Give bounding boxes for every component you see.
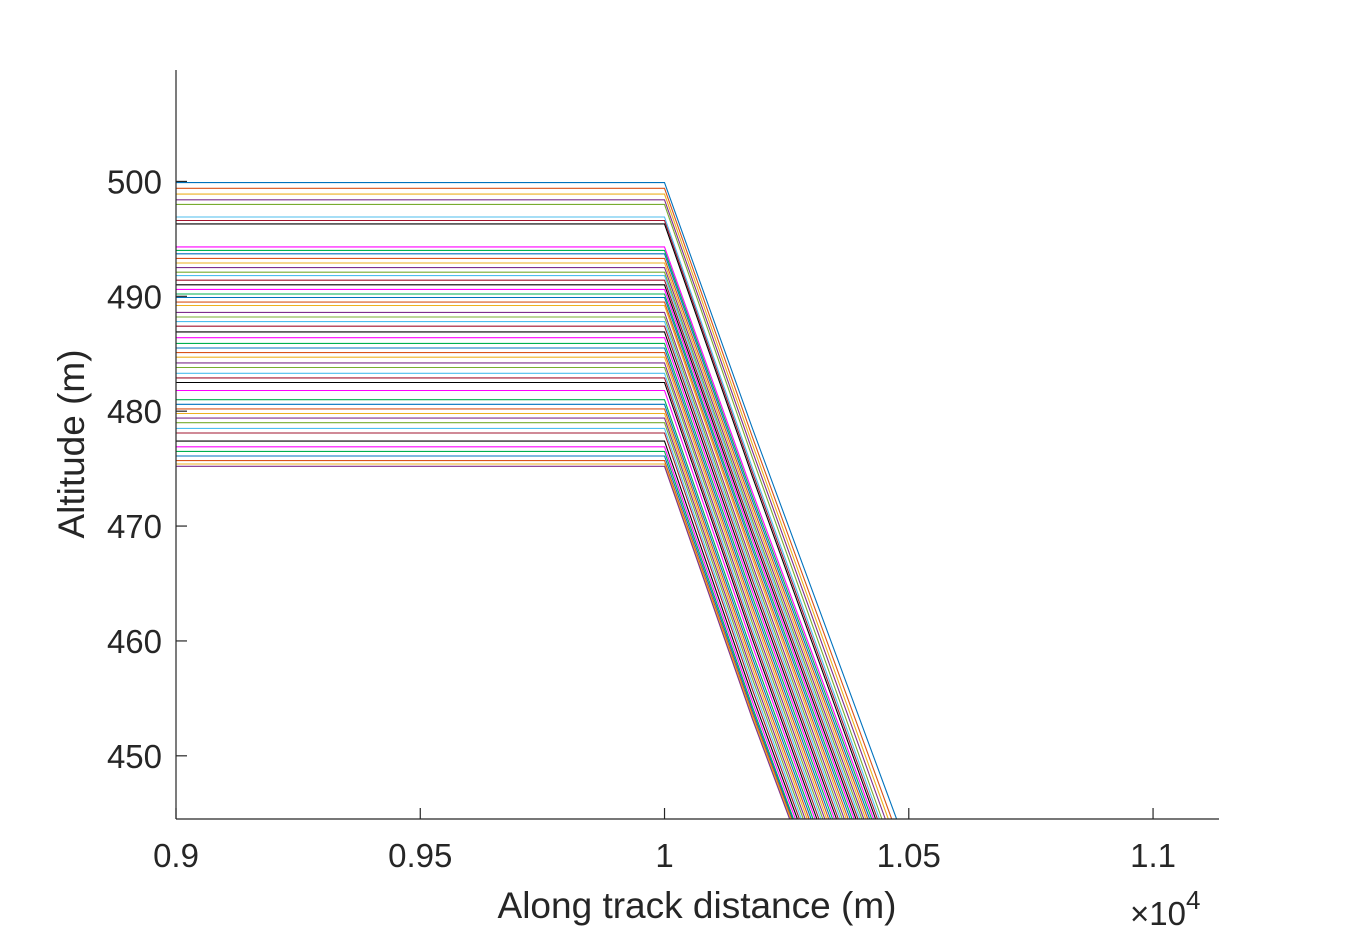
series-line: [176, 408, 810, 820]
series-line: [176, 284, 857, 820]
series-line: [176, 219, 879, 820]
series-line: [176, 249, 873, 820]
series-line: [176, 279, 859, 820]
y-tick-label: 490: [107, 278, 162, 315]
series-line: [176, 304, 847, 820]
x-tick-label: 1.1: [1130, 837, 1176, 874]
y-axis-label: Altitude (m): [51, 349, 92, 538]
y-tick-label: 470: [107, 508, 162, 545]
series-line: [176, 372, 822, 820]
series-line: [176, 377, 820, 820]
series-line: [176, 331, 838, 820]
series-line: [176, 450, 795, 820]
series-line: [176, 275, 861, 820]
series-line: [176, 440, 798, 820]
series-line: [176, 455, 794, 820]
x-axis-exponent-label: ×104: [1130, 885, 1200, 932]
series-line: [176, 427, 802, 820]
x-tick-label: 1: [655, 837, 673, 874]
x-tick-label: 0.95: [388, 837, 452, 874]
series-line: [176, 271, 863, 820]
series-line: [176, 412, 808, 820]
series-line: [176, 296, 851, 820]
series-line: [176, 465, 791, 820]
series-line: [176, 446, 796, 820]
series-line: [176, 403, 812, 820]
y-tick-label: 500: [107, 163, 162, 200]
y-tick-label: 460: [107, 623, 162, 660]
series-line: [176, 366, 824, 820]
y-tick-label: 480: [107, 393, 162, 430]
series-line: [176, 422, 804, 820]
series-line: [176, 432, 800, 820]
series-line: [176, 301, 849, 820]
series-line: [176, 223, 877, 820]
series-line: [176, 342, 834, 820]
series-line: [176, 337, 836, 820]
series-line: [176, 253, 871, 820]
series-line: [176, 362, 826, 820]
series-line: [176, 293, 853, 820]
series-line: [176, 399, 814, 820]
series-line: [176, 257, 869, 820]
series-line: [176, 311, 845, 820]
series-line: [176, 325, 839, 820]
x-tick-label: 1.05: [877, 837, 941, 874]
series-line: [176, 216, 881, 820]
series-line: [176, 347, 832, 820]
series-line: [176, 182, 898, 820]
series-line: [176, 381, 818, 820]
x-exponent-base: ×10: [1130, 895, 1186, 932]
series-line: [176, 321, 841, 820]
series-line: [176, 316, 843, 820]
x-axis-label: Along track distance (m): [498, 885, 897, 926]
x-exponent-power: 4: [1186, 885, 1200, 915]
series-line: [176, 203, 883, 820]
series-line: [176, 417, 806, 820]
series-lines: [176, 182, 898, 820]
ticks: 0.9 0.95 1 1.05 1.1 450 460 470 480 490 500: [107, 163, 1176, 874]
series-line: [176, 356, 828, 820]
series-line: [176, 193, 889, 820]
series-line: [176, 199, 886, 820]
series-line: [176, 187, 893, 820]
series-line: [176, 246, 875, 820]
axes: [175, 70, 1219, 820]
series-line: [176, 262, 867, 820]
x-tick-label: 0.9: [153, 837, 199, 874]
series-line: [176, 463, 792, 820]
series-line: [176, 267, 865, 820]
series-line: [176, 352, 830, 820]
y-tick-label: 450: [107, 738, 162, 775]
series-line: [176, 460, 793, 820]
series-line: [176, 389, 816, 820]
series-line: [176, 288, 855, 820]
